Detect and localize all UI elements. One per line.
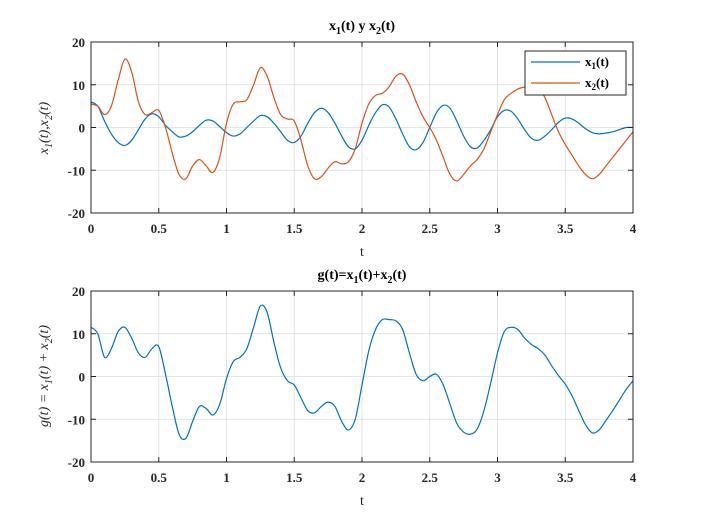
- axes-1-xlabel: t: [360, 245, 364, 260]
- ytick-label: -10: [68, 163, 85, 178]
- axes-2-ticks: 0 0.5 1 1.5 2 2.5 3 3.5 4 -20 -10 0 10 20: [68, 284, 637, 485]
- xtick-label: 0.5: [151, 470, 168, 485]
- axes-2-ylabel: g(t) = x1(t) + x2(t): [37, 325, 55, 427]
- xtick-label: 1: [223, 470, 230, 485]
- ytick-label: 0: [79, 121, 86, 136]
- xtick-label: 3: [494, 470, 501, 485]
- xtick-label: 1.5: [286, 470, 303, 485]
- ytick-label: 20: [72, 35, 85, 50]
- subplot-2: 0 0.5 1 1.5 2 2.5 3 3.5 4 -20 -10 0 10 20 g(t)=x1(t)+…: [37, 268, 637, 509]
- xtick-label: 2: [359, 470, 366, 485]
- xtick-label: 0.5: [151, 221, 168, 236]
- axes-2-series: [90, 304, 634, 441]
- series-line-1: [90, 304, 634, 441]
- ytick-label: -10: [68, 412, 85, 427]
- axes-1-ticks: 0 0.5 1 1.5 2 2.5 3 3.5 4 -20 -10 0 10 20: [68, 35, 637, 236]
- ytick-label: -20: [68, 206, 85, 221]
- xtick-label: 3.5: [557, 470, 574, 485]
- ytick-label: 0: [79, 370, 86, 385]
- xtick-label: 1.5: [286, 221, 303, 236]
- xtick-label: 0: [88, 470, 95, 485]
- xtick-label: 2.5: [422, 221, 439, 236]
- ytick-label: 20: [72, 284, 85, 299]
- legend-box: [524, 50, 627, 96]
- series-line-1: [90, 101, 634, 151]
- legend-label-x2: x2(t): [585, 75, 609, 92]
- xtick-label: 2: [359, 221, 366, 236]
- axes-2-grid: [91, 291, 633, 462]
- xtick-label: 4: [630, 221, 637, 236]
- xtick-label: 3.5: [557, 221, 574, 236]
- axes-2-xlabel: t: [360, 494, 364, 509]
- xtick-label: 1: [223, 221, 230, 236]
- legend-label-x1: x1(t): [585, 54, 609, 71]
- xtick-label: 3: [494, 221, 501, 236]
- xtick-label: 0: [88, 221, 95, 236]
- axes-1-ylabel: x1(t),x2(t): [37, 101, 55, 155]
- ytick-label: 10: [72, 78, 85, 93]
- xtick-label: 2.5: [422, 470, 439, 485]
- legend: x1(t) x2(t): [524, 50, 627, 96]
- axes-1-grid: [91, 42, 633, 213]
- xtick-label: 4: [630, 470, 637, 485]
- axes-1-title: x1(t) y x2(t): [329, 19, 395, 37]
- axes-2-title: g(t)=x1(t)+x2(t): [318, 268, 407, 286]
- ytick-label: -20: [68, 455, 85, 470]
- ytick-label: 10: [72, 327, 85, 342]
- subplot-1: 0 0.5 1 1.5 2 2.5 3 3.5 4 -20 -10 0 10 20 x1(t) y x2(…: [37, 19, 637, 260]
